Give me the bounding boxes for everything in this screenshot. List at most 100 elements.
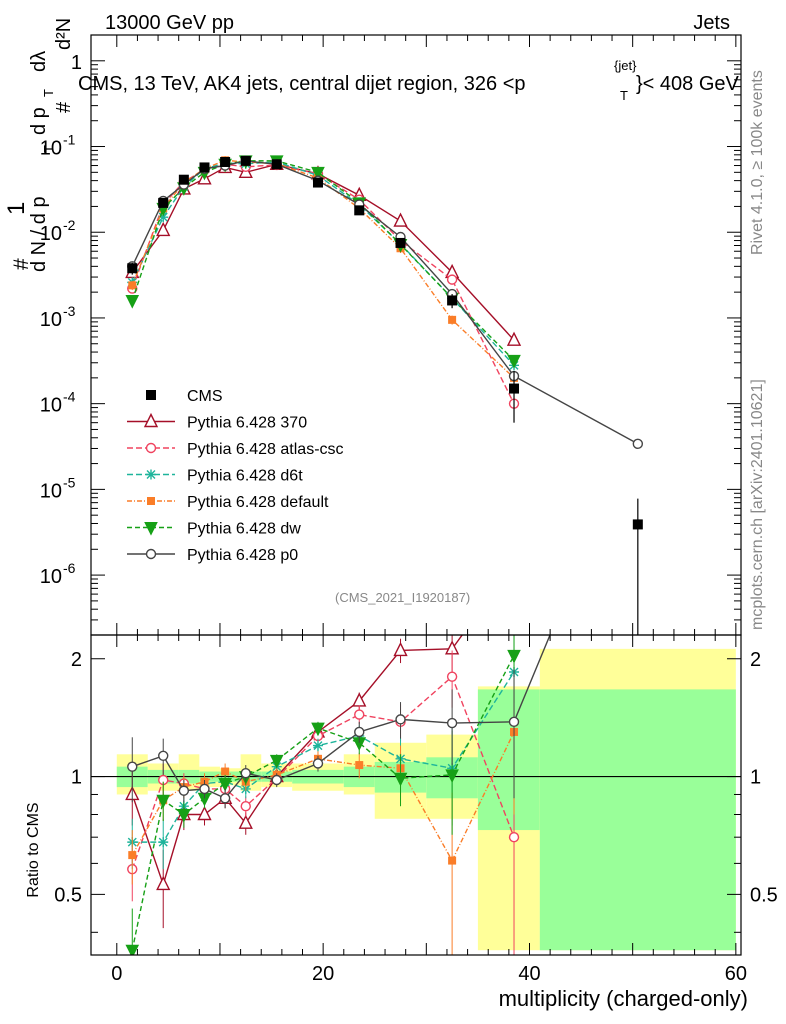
data-point xyxy=(178,174,189,185)
series-point xyxy=(311,166,325,181)
ratio-point xyxy=(221,767,230,776)
ratio-tick-label-right: 0.5 xyxy=(750,884,778,906)
legend-marker xyxy=(146,390,156,400)
data-point xyxy=(158,197,169,208)
ratio-point xyxy=(354,726,365,738)
series-line-0 xyxy=(131,163,515,341)
ratio-point xyxy=(312,740,323,751)
legend-label: Pythia 6.428 p0 xyxy=(187,547,298,564)
y-tick-label-base: 10 xyxy=(40,480,62,502)
chart-title-sub: T xyxy=(620,88,628,103)
data-point xyxy=(632,519,643,530)
y-label-frac2-num: d²N xyxy=(53,18,75,50)
ratio-point xyxy=(199,783,210,795)
series-point xyxy=(125,294,140,309)
series-point xyxy=(507,354,521,369)
legend-marker xyxy=(147,497,155,505)
ratio-point xyxy=(312,758,324,769)
x-tick-label: 0 xyxy=(111,963,122,985)
series-point xyxy=(506,331,522,346)
y-label-hash: # xyxy=(10,258,33,270)
data-point xyxy=(447,295,458,306)
ratio-point xyxy=(311,722,325,737)
data-point xyxy=(354,205,365,216)
ratio-tick-label-left: 2 xyxy=(71,649,82,671)
data-point xyxy=(271,159,282,170)
x-tick-label: 40 xyxy=(518,963,540,985)
y-tick-label-exp: -1 xyxy=(63,132,76,148)
ratio-point xyxy=(127,761,138,772)
ratio-point xyxy=(507,649,521,664)
ratio-bands xyxy=(116,648,736,951)
legend-label: CMS xyxy=(187,388,223,405)
ratio-point xyxy=(128,851,137,860)
ratio-point xyxy=(219,793,231,804)
y-tick-label-exp: -4 xyxy=(63,389,76,405)
chart-title-tail: }< 408 GeV xyxy=(636,73,740,95)
ratio-tick-label-right: 2 xyxy=(750,649,761,671)
legend-marker xyxy=(145,548,157,560)
y-label-frac2-hash: # xyxy=(53,101,75,113)
y-tick-label-base: 10 xyxy=(40,138,62,160)
y-label-den: d N / d p xyxy=(28,196,50,272)
y-tick-label-base: 10 xyxy=(40,223,62,245)
analysis-watermark: (CMS_2021_I1920187) xyxy=(335,590,470,605)
ratio-point xyxy=(393,772,408,787)
x-tick-label: 60 xyxy=(725,963,747,985)
ratio-point xyxy=(354,709,365,720)
upper-frame xyxy=(90,34,742,636)
ratio-point xyxy=(393,641,408,657)
ratio-point xyxy=(508,557,520,569)
x-axis-label: multiplicity (charged-only) xyxy=(499,986,748,1011)
chart-title: CMS, 13 TeV, AK4 jets, central dijet reg… xyxy=(78,73,526,95)
legend: CMS Pythia 6.428 370 Pythia 6.428 atlas-cs… xyxy=(127,388,344,564)
legend-label: Pythia 6.428 default xyxy=(187,494,329,511)
ratio-point xyxy=(445,769,459,783)
ratio-point xyxy=(395,714,406,725)
ratio-point xyxy=(156,875,171,891)
ratio-axis-label: Ratio to CMS xyxy=(25,802,42,897)
y-tick-label-exp: -3 xyxy=(63,303,76,319)
ratio-point xyxy=(240,801,251,812)
ratio-point xyxy=(177,808,191,823)
ratio-point xyxy=(238,814,253,829)
data-point xyxy=(220,156,231,167)
y-tick-label-exp: -6 xyxy=(63,560,76,576)
ratio-point xyxy=(197,805,212,821)
legend-label: Pythia 6.428 d6t xyxy=(187,468,303,485)
ratio-band-green xyxy=(477,689,540,831)
ratio-line-0 xyxy=(131,635,464,887)
ratio-point xyxy=(240,768,251,779)
series-point xyxy=(448,315,457,324)
y-label-den-sub: T xyxy=(41,145,56,153)
data-point xyxy=(240,155,251,166)
legend-marker xyxy=(143,412,159,428)
ratio-point xyxy=(448,856,457,865)
y-label-frac2-den-sub: T xyxy=(41,89,56,97)
series-line-1 xyxy=(131,163,515,404)
x-tick-label: 20 xyxy=(312,963,334,985)
series-point xyxy=(393,212,408,227)
y-tick-label-exp: -5 xyxy=(63,474,76,490)
header-right: Jets xyxy=(693,12,730,34)
legend-marker xyxy=(144,522,158,536)
ratio-point xyxy=(508,716,520,728)
y-tick-label-base: 10 xyxy=(40,395,62,417)
legend-marker xyxy=(146,469,156,480)
ratio-tick-label-left: 1 xyxy=(71,767,82,789)
rivet-label: Rivet 4.1.0, ≥ 100k events xyxy=(749,70,766,255)
ratio-point xyxy=(355,761,364,770)
ratio-point xyxy=(158,750,169,761)
ratio-point xyxy=(269,754,284,769)
ratio-point xyxy=(178,785,190,796)
legend-marker xyxy=(145,442,157,454)
series-point xyxy=(156,221,171,237)
legend-label: Pythia 6.428 dw xyxy=(187,521,301,538)
y-label-frac2-tail: dλ xyxy=(28,51,50,72)
data-point xyxy=(395,237,406,248)
series-point xyxy=(158,212,169,223)
y-label-one: 1 xyxy=(3,202,30,215)
mcplots-label: mcplots.cern.ch [arXiv:2401.10621] xyxy=(749,379,766,630)
ratio-tick-label-left: 0.5 xyxy=(54,884,82,906)
lower-frame xyxy=(90,634,742,956)
